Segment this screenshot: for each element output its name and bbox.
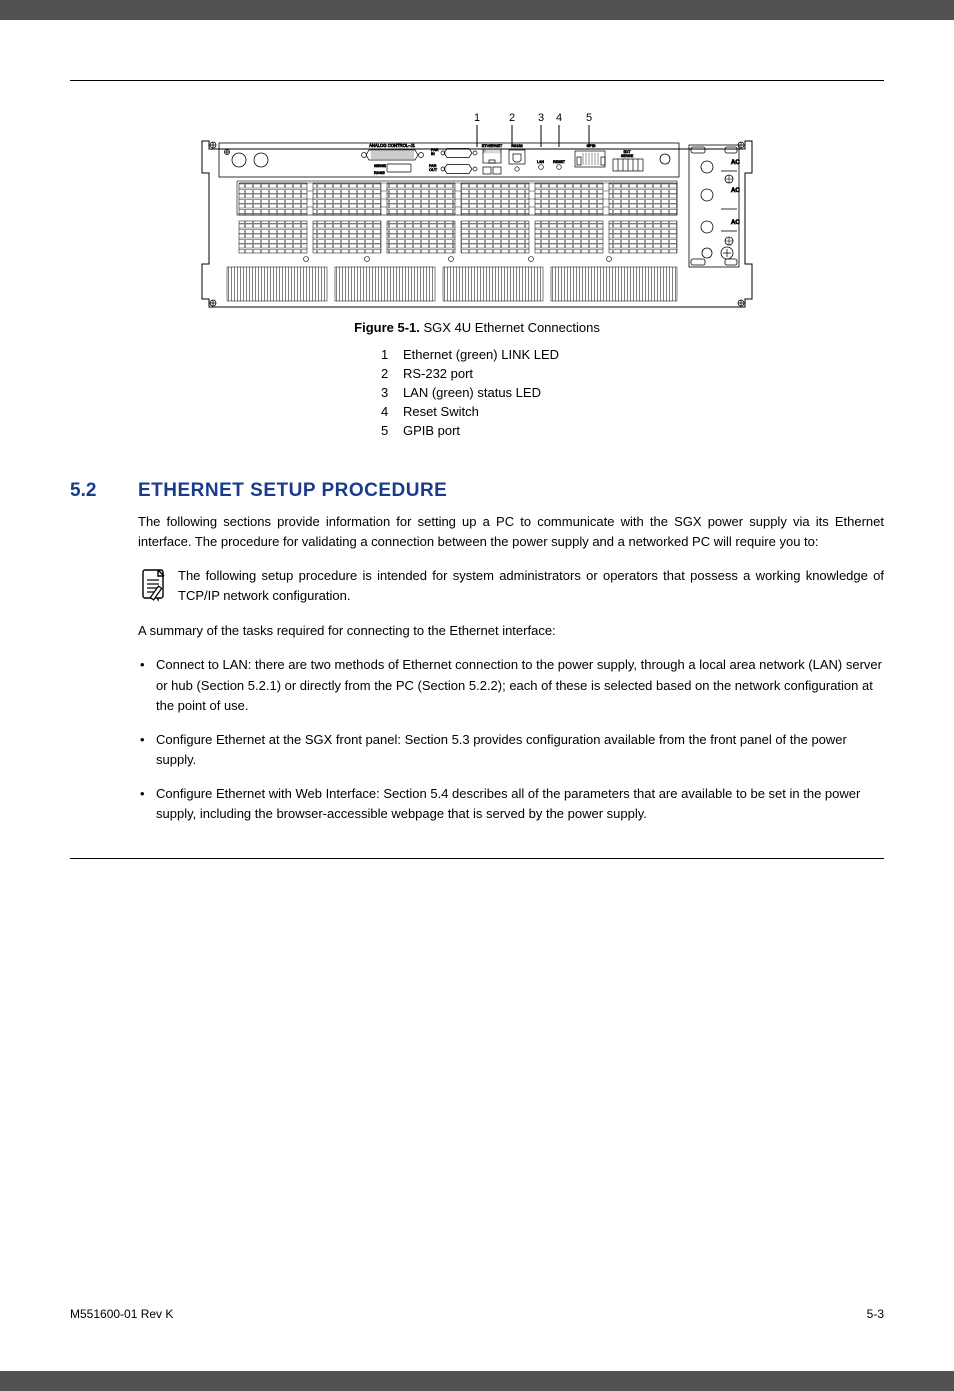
table-row: 3 LAN (green) status LED: [381, 383, 573, 402]
svg-text:RS485: RS485: [374, 171, 385, 175]
figure-caption-number: Figure 5-1.: [354, 320, 420, 335]
svg-text:AC: AC: [731, 188, 740, 194]
table-row: 2 RS-232 port: [381, 364, 573, 383]
bullet-list: Connect to LAN: there are two methods of…: [138, 655, 884, 838]
callout-text: Reset Switch: [403, 402, 573, 421]
svg-text:4: 4: [556, 112, 562, 124]
svg-text:OUT: OUT: [429, 168, 438, 172]
callout-text: RS-232 port: [403, 364, 573, 383]
svg-text:IN: IN: [431, 152, 435, 156]
body-paragraph: The following sections provide informati…: [138, 512, 884, 552]
footer-rule: [70, 858, 884, 859]
callout-num: 1: [381, 345, 403, 364]
rear-panel-diagram: 1 2 3 4 5: [197, 109, 757, 314]
callout-num: 4: [381, 402, 403, 421]
list-item: Configure Ethernet at the SGX front pane…: [138, 730, 884, 770]
section-heading: 5.2 ETHERNET SETUP PROCEDURE: [70, 480, 884, 502]
footer-right: 5-3: [867, 1307, 884, 1321]
callout-text: GPIB port: [403, 421, 573, 440]
svg-text:5: 5: [586, 112, 592, 124]
body-paragraph: A summary of the tasks required for conn…: [138, 621, 884, 641]
callout-num: 3: [381, 383, 403, 402]
header-rule: [70, 80, 884, 81]
svg-text:AC: AC: [731, 160, 740, 166]
table-row: 1 Ethernet (green) LINK LED: [381, 345, 573, 364]
svg-text:SENSE: SENSE: [374, 164, 387, 168]
figure-caption: Figure 5-1. SGX 4U Ethernet Connections: [354, 320, 600, 335]
svg-text:GPIB: GPIB: [586, 144, 596, 148]
callout-text: LAN (green) status LED: [403, 383, 573, 402]
figure-block: 1 2 3 4 5: [70, 109, 884, 480]
svg-text:ETHERNET: ETHERNET: [482, 144, 503, 148]
note-block: The following setup procedure is intende…: [138, 566, 884, 607]
list-item: Connect to LAN: there are two methods of…: [138, 655, 884, 715]
svg-text:ANALOG CONTROL–J1: ANALOG CONTROL–J1: [369, 143, 416, 148]
callout-text: Ethernet (green) LINK LED: [403, 345, 573, 364]
page-footer: M551600-01 Rev K 5-3: [70, 1291, 884, 1321]
list-item: Configure Ethernet with Web Interface: S…: [138, 784, 884, 824]
svg-text:RS232: RS232: [511, 144, 523, 148]
svg-text:AC: AC: [731, 220, 740, 226]
callout-table: 1 Ethernet (green) LINK LED 2 RS-232 por…: [381, 345, 573, 440]
svg-text:3: 3: [538, 112, 544, 124]
footer-left: M551600-01 Rev K: [70, 1307, 173, 1321]
note-icon: [138, 568, 168, 607]
svg-text:LAN: LAN: [537, 160, 544, 164]
svg-text:RESET: RESET: [553, 160, 566, 164]
svg-text:1: 1: [474, 112, 480, 124]
svg-text:2: 2: [509, 112, 515, 124]
section-number: 5.2: [70, 480, 138, 502]
note-text: The following setup procedure is intende…: [178, 566, 884, 606]
svg-text:SENSE: SENSE: [621, 154, 634, 158]
section-title: ETHERNET SETUP PROCEDURE: [138, 480, 447, 502]
callout-num: 5: [381, 421, 403, 440]
figure-caption-text: SGX 4U Ethernet Connections: [424, 320, 600, 335]
table-row: 4 Reset Switch: [381, 402, 573, 421]
document-page: 1 2 3 4 5: [0, 20, 954, 1371]
callout-num: 2: [381, 364, 403, 383]
table-row: 5 GPIB port: [381, 421, 573, 440]
